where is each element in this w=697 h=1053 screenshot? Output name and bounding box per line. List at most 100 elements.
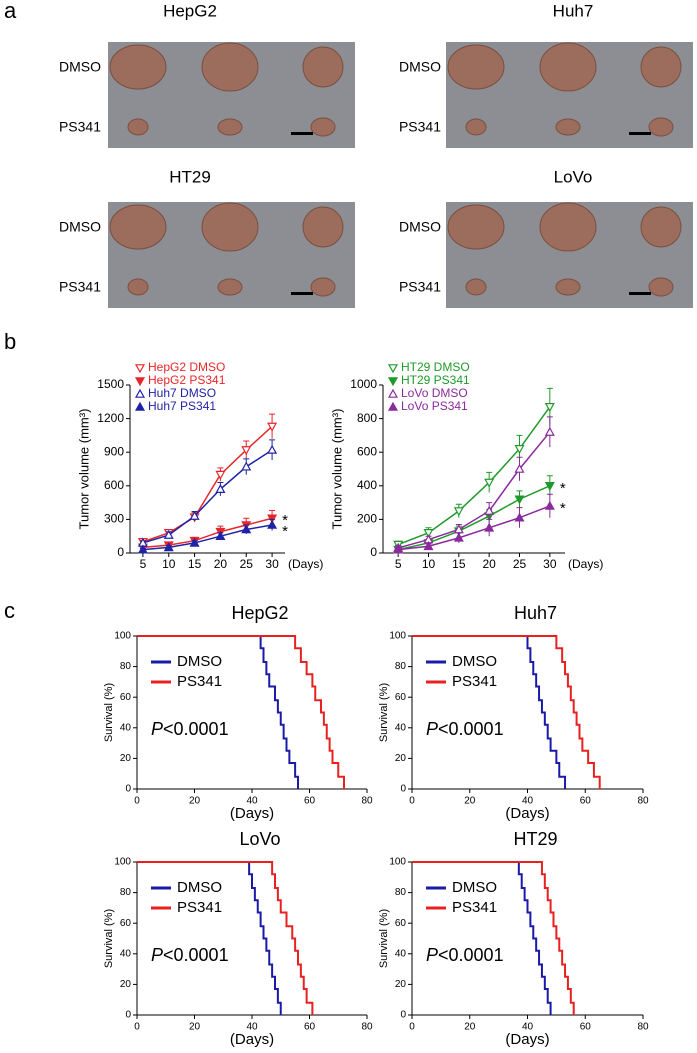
- x-tick-label: 0: [134, 796, 140, 807]
- y-tick-label: 400: [357, 478, 377, 492]
- x-tick-label: 15: [188, 557, 202, 571]
- y-axis-label: Survival (%): [378, 909, 390, 968]
- survival-curve: [137, 861, 282, 1015]
- x-axis-label: (Days): [230, 1031, 274, 1048]
- x-axis-label: (Days): [288, 557, 323, 571]
- y-tick-label: 20: [395, 753, 407, 764]
- marker: [267, 422, 278, 432]
- photo-title: HepG2: [163, 1, 217, 20]
- x-tick-label: 60: [304, 796, 316, 807]
- p-value: P<0.0001: [151, 945, 229, 965]
- panel-label: c: [4, 598, 15, 623]
- y-tick-label: 1000: [350, 377, 377, 391]
- tumor: [539, 202, 597, 252]
- chart-title: HT29: [513, 829, 557, 849]
- tumor: [109, 44, 167, 90]
- tumor: [447, 204, 505, 250]
- tumor: [109, 204, 167, 250]
- x-tick-label: 20: [189, 1022, 201, 1033]
- tumor: [447, 44, 505, 90]
- y-tick-label: 100: [389, 631, 406, 642]
- y-tick-label: 60: [395, 692, 407, 703]
- marker: [484, 478, 495, 488]
- marker: [484, 522, 495, 532]
- legend-label: PS341: [177, 673, 222, 690]
- survival-curve: [137, 635, 345, 789]
- y-tick-label: 40: [395, 722, 407, 733]
- tumor: [648, 117, 674, 137]
- x-tick-label: 60: [580, 1022, 592, 1033]
- tumor: [310, 277, 336, 297]
- marker: [267, 519, 278, 529]
- marker: [544, 500, 555, 510]
- tumor: [217, 278, 243, 296]
- row-label: PS341: [59, 279, 101, 295]
- tumor: [465, 118, 487, 136]
- y-tick-label: 20: [395, 979, 407, 990]
- survival-curve: [137, 635, 299, 789]
- x-tick-label: 5: [395, 557, 402, 571]
- x-tick-label: 60: [304, 1022, 316, 1033]
- series-line: [398, 485, 551, 551]
- y-tick-label: 60: [120, 918, 132, 929]
- y-tick-label: 0: [400, 1010, 406, 1021]
- photo-title: LoVo: [554, 167, 593, 186]
- legend-label: DMSO: [177, 653, 222, 670]
- survival-curve: [412, 635, 601, 789]
- row-label: DMSO: [59, 59, 101, 75]
- series-line: [142, 449, 273, 544]
- photo-title: HT29: [169, 167, 211, 186]
- y-tick-label: 600: [104, 478, 124, 492]
- y-axis-label: Survival (%): [103, 909, 115, 968]
- marker: [241, 461, 252, 471]
- tumor: [127, 278, 149, 296]
- x-tick-label: 40: [246, 796, 258, 807]
- significance: *: [560, 480, 566, 497]
- x-tick-label: 20: [482, 557, 496, 571]
- series-line: [397, 431, 551, 549]
- scale-bar: [629, 292, 651, 295]
- y-tick-label: 20: [120, 753, 132, 764]
- tumor: [539, 42, 597, 92]
- series-line: [142, 517, 273, 549]
- y-tick-label: 900: [104, 444, 124, 458]
- x-tick-label: 0: [409, 796, 415, 807]
- y-tick-label: 200: [357, 512, 377, 526]
- x-tick-label: 30: [265, 557, 279, 571]
- photo-title: Huh7: [553, 1, 594, 20]
- y-tick-label: 300: [104, 512, 124, 526]
- survival-curve: [412, 635, 567, 789]
- chart-title: LoVo: [239, 829, 280, 849]
- marker: [163, 529, 174, 539]
- row-label: PS341: [59, 119, 101, 135]
- marker: [484, 505, 495, 515]
- y-axis-label: Survival (%): [103, 683, 115, 742]
- scale-bar: [291, 292, 313, 295]
- legend-label: LoVo DMSO: [401, 386, 468, 400]
- marker: [241, 524, 252, 534]
- tumor: [648, 277, 674, 297]
- panel-label: b: [4, 329, 16, 354]
- legend-label: DMSO: [452, 653, 497, 670]
- panel-label: a: [4, 0, 17, 23]
- survival-curve: [412, 861, 552, 1015]
- tumor: [555, 278, 581, 296]
- y-tick-label: 1500: [97, 377, 124, 391]
- x-tick-label: 20: [464, 1022, 476, 1033]
- tumor: [310, 117, 336, 137]
- row-label: DMSO: [59, 219, 101, 235]
- p-value: P<0.0001: [426, 719, 504, 739]
- tumor: [217, 118, 243, 136]
- x-tick-label: 40: [246, 1022, 258, 1033]
- tumor: [127, 118, 149, 136]
- legend-label: PS341: [177, 899, 222, 916]
- y-axis-label: Tumor volume (mm³): [329, 409, 344, 530]
- row-label: PS341: [399, 119, 441, 135]
- marker: [453, 532, 464, 542]
- scale-bar: [629, 132, 651, 135]
- x-tick-label: 10: [162, 557, 176, 571]
- legend-label: Huh7 DMSO: [148, 386, 216, 400]
- x-tick-label: 40: [522, 796, 534, 807]
- x-tick-label: 80: [361, 796, 373, 807]
- legend-marker: [387, 364, 399, 374]
